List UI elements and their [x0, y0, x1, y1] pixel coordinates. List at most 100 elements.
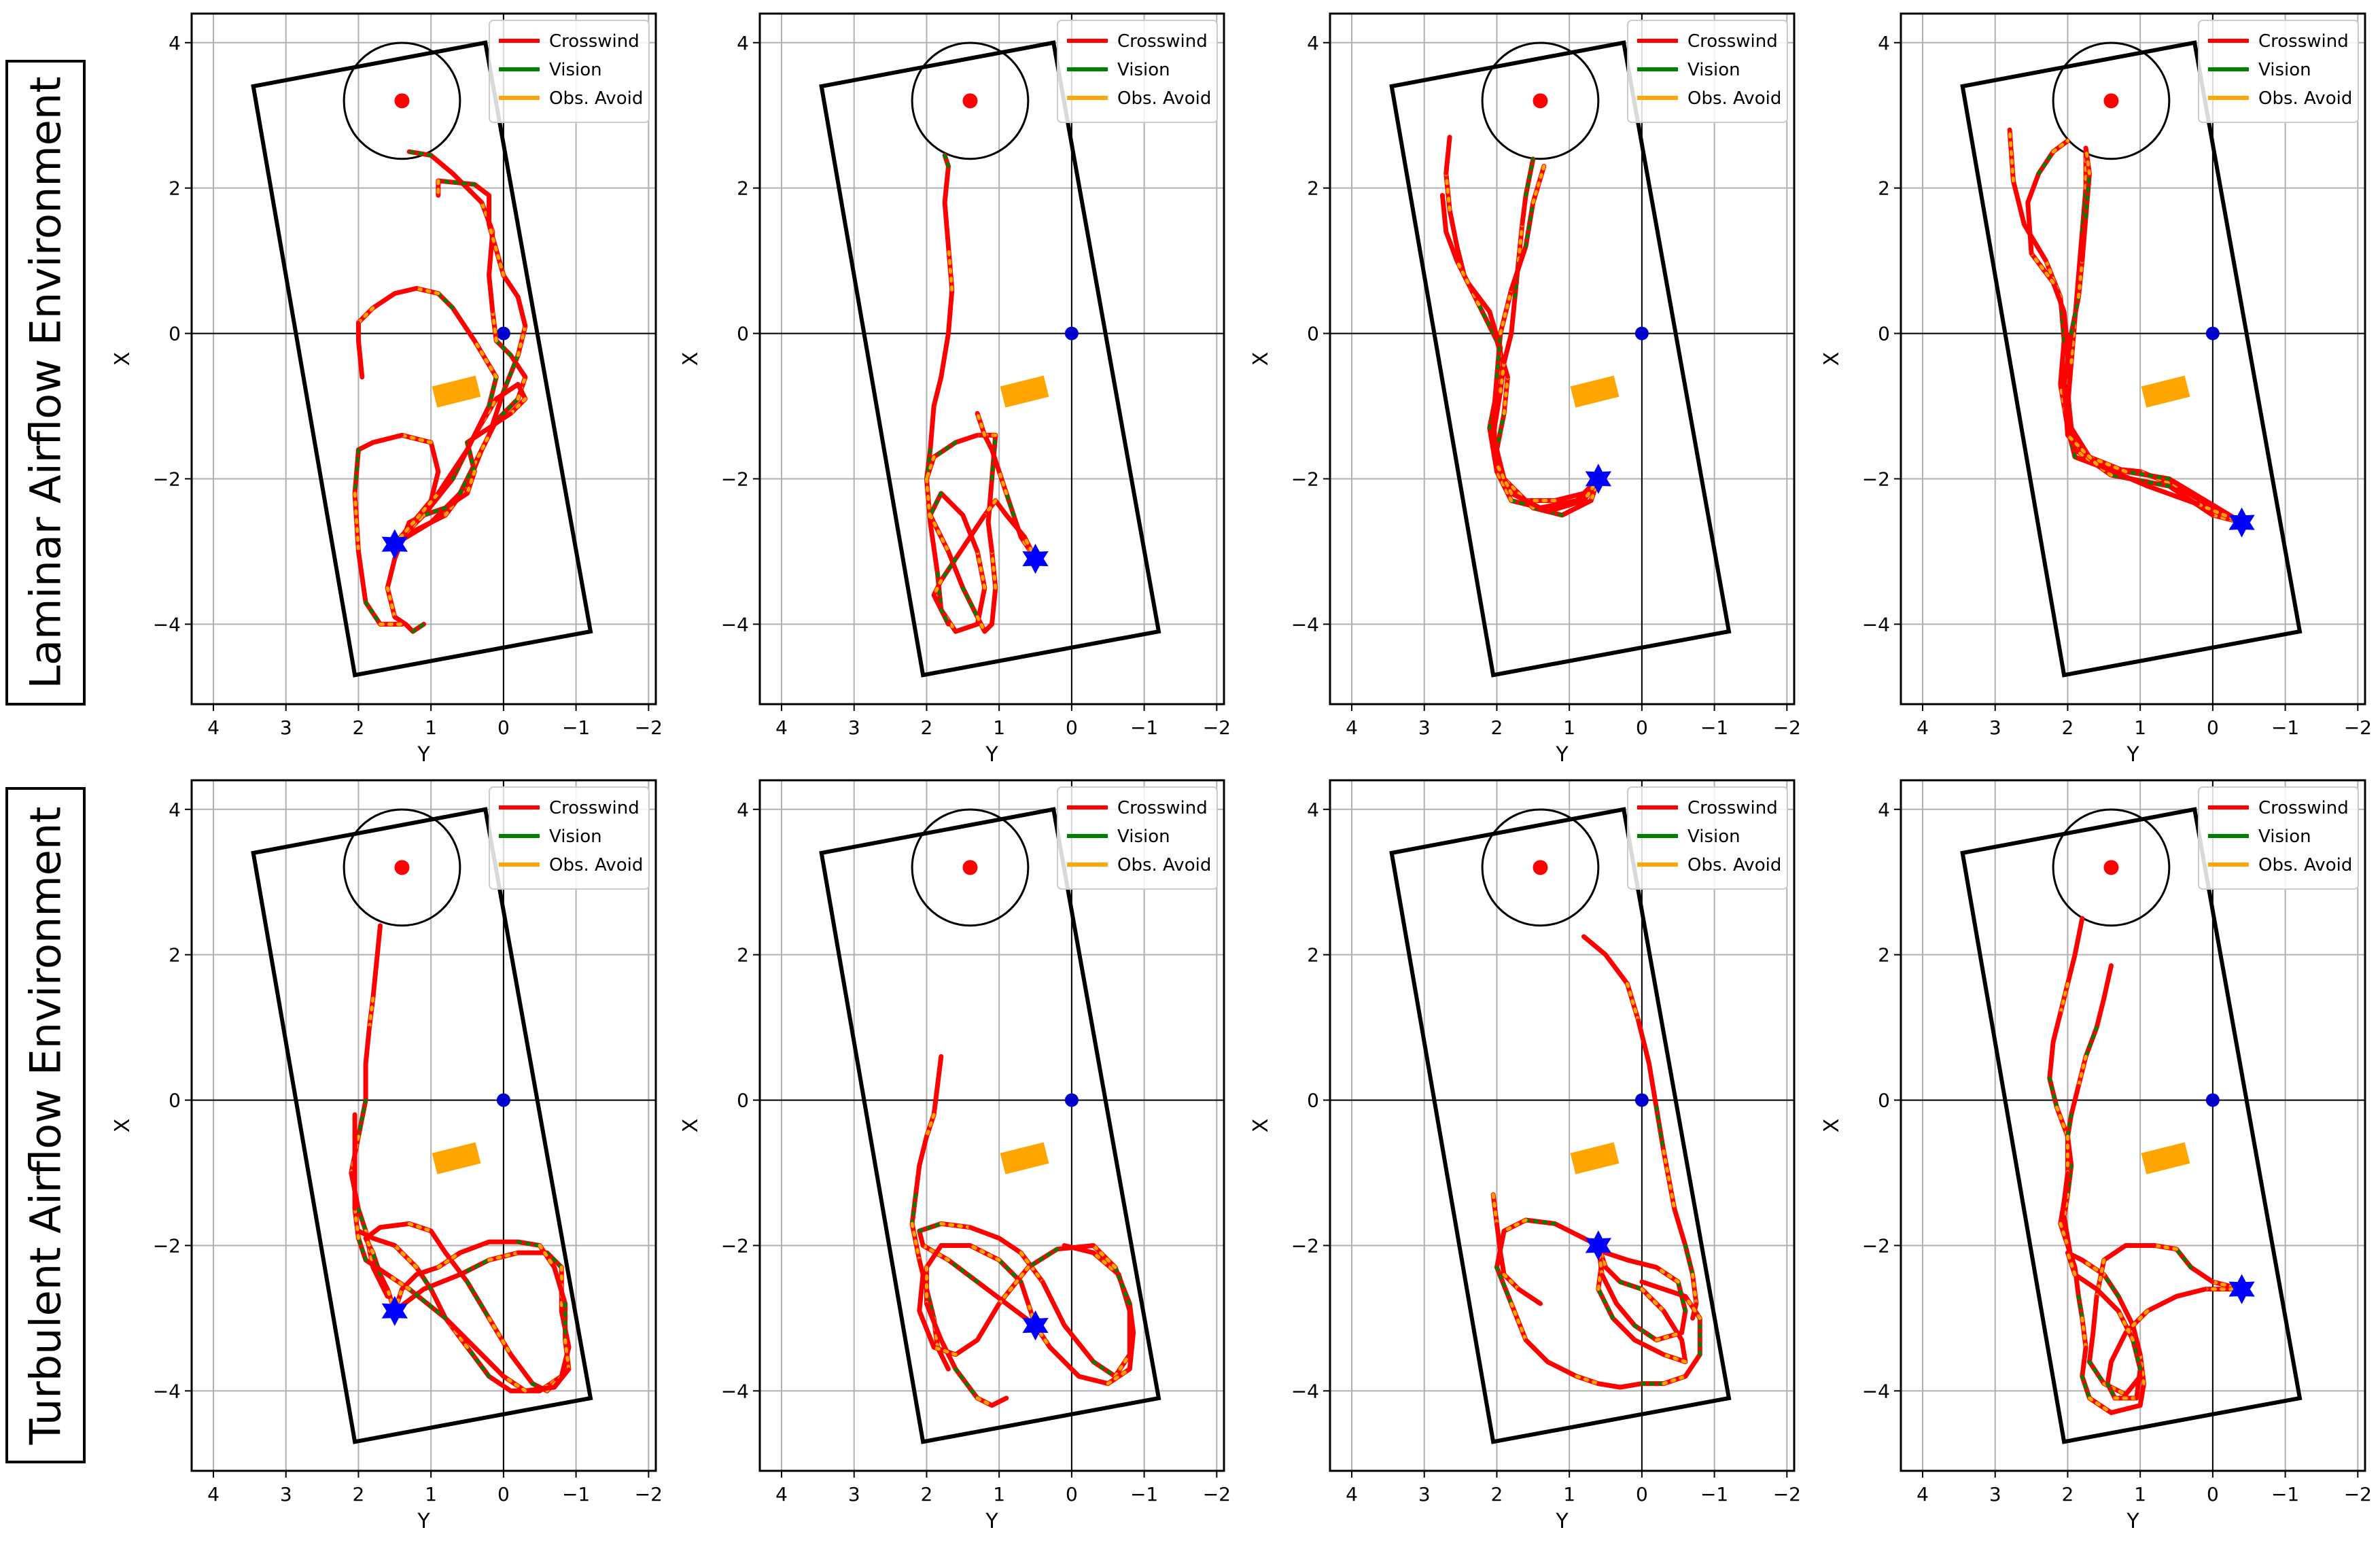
trajectory-segment [2065, 433, 2099, 466]
flight-boundary [1960, 40, 2303, 678]
trajectory-segment [407, 1287, 448, 1320]
goal-zone-circle [2052, 808, 2171, 927]
trajectory-segment [509, 353, 527, 379]
trajectory-segment [1091, 1243, 1117, 1270]
obstacle-block [1570, 1142, 1620, 1174]
trajectory-segment [1611, 1316, 1637, 1342]
trajectory-segment [990, 1396, 1009, 1408]
trajectory-segment [516, 295, 527, 328]
trajectory-segment [1545, 1360, 1579, 1378]
trajectory-segment [436, 179, 476, 186]
x-tick-label: 0 [1066, 716, 1078, 739]
trajectory-segment [444, 1316, 484, 1357]
trajectory-segment [975, 1280, 1009, 1306]
trajectory-segment [371, 433, 404, 445]
x-tick-label: 3 [1418, 716, 1431, 739]
x-axis-label: Y [1555, 1510, 1569, 1533]
trajectory-segment [415, 1266, 440, 1276]
trajectory-segment [2116, 1294, 2135, 1327]
trajectory-segment [2073, 455, 2106, 470]
y-tick-label: 2 [737, 944, 749, 967]
trajectory-segment [487, 222, 506, 277]
trajectory-segment [2065, 1251, 2077, 1276]
origin-point [2205, 326, 2220, 341]
trajectory-segment [415, 1266, 433, 1291]
axes-frame [1329, 12, 1796, 706]
trajectory-segment [371, 292, 397, 310]
x-tick-label: 2 [921, 716, 933, 739]
y-tick-label: −2 [721, 1234, 749, 1257]
trajectory-segment [994, 499, 1009, 517]
trajectory-segment [1494, 338, 1509, 379]
legend-label-3: Obs. Avoid [1687, 88, 1781, 109]
trajectory-segment [1516, 1287, 1542, 1306]
trajectory-segment [2048, 1040, 2055, 1080]
trajectory-segment [1502, 1218, 1528, 1233]
y-tick-label: 0 [737, 323, 749, 345]
obstacle-block [2141, 1142, 2190, 1174]
trajectory-segment [393, 1243, 419, 1270]
trajectory-segment [1662, 1149, 1677, 1211]
obstacle-block [432, 375, 481, 408]
trajectory-1 [2007, 127, 2245, 525]
trajectory-segment [378, 1280, 389, 1298]
trajectory-segment [2146, 484, 2201, 506]
trajectory-segment [2131, 1338, 2142, 1371]
trajectory-segment [451, 433, 476, 481]
trajectory-segment [429, 1287, 448, 1320]
trajectory-segment [924, 455, 936, 481]
trajectory-segment [2084, 146, 2091, 175]
y-tick-label: −2 [1291, 1234, 1319, 1257]
x-tick-label: 1 [425, 1483, 437, 1506]
legend-label-3: Obs. Avoid [1117, 855, 1211, 875]
trajectory-1 [909, 1054, 951, 1372]
x-tick-label: 0 [1066, 1483, 1078, 1506]
trajectory-segment [1477, 302, 1499, 343]
trajectory-segment [1004, 491, 1016, 517]
legend-label-1: Crosswind [2258, 798, 2349, 818]
y-tick-label: 4 [169, 32, 181, 54]
legend-label-2: Vision [549, 60, 602, 80]
trajectory-segment [1048, 1345, 1081, 1378]
trajectory-segment [1538, 499, 1579, 510]
trajectory-segment [975, 411, 987, 437]
trajectory-segment [487, 375, 498, 408]
legend-label-2: Vision [1117, 60, 1170, 80]
trajectory-segment [2211, 1280, 2244, 1291]
y-tick-label: −4 [1862, 1380, 1890, 1402]
goal-zone-circle [343, 808, 461, 927]
trajectory-segment [466, 470, 476, 495]
y-tick-label: −4 [721, 613, 749, 636]
y-tick-label: 0 [1878, 1090, 1890, 1112]
trajectory-segment [1553, 1221, 1586, 1240]
trajectory-segment [943, 164, 950, 205]
legend-label-1: Crosswind [2258, 31, 2349, 52]
trajectory-segment [990, 586, 998, 626]
origin-point [1634, 1093, 1649, 1107]
trajectory-segment [1509, 491, 1550, 514]
trajectory-segment [983, 499, 998, 517]
trajectory-segment [932, 578, 943, 597]
trajectory-segment [1637, 1018, 1651, 1066]
trajectory-segment [472, 182, 491, 197]
trajectory-segment [2109, 1404, 2142, 1414]
y-tick-label: −2 [1291, 468, 1319, 490]
x-tick-label: −1 [2271, 716, 2299, 739]
trajectory-segment [2062, 309, 2069, 350]
trajectory-segment [975, 549, 987, 590]
trajectory-segment [410, 622, 425, 633]
goal-zone-circle [911, 808, 1030, 927]
x-tick-label: 0 [497, 716, 510, 739]
trajectory-segment [356, 1098, 368, 1138]
trajectory-segment [975, 1302, 1001, 1342]
trajectory-segment [356, 549, 368, 604]
trajectory-segment [997, 1266, 1030, 1306]
start-marker-star [1022, 1310, 1049, 1341]
trajectory-segment [997, 1236, 1023, 1255]
y-tick-label: −2 [721, 468, 749, 490]
trajectory-segment [2084, 171, 2091, 219]
trajectory-segment [1618, 1280, 1644, 1291]
trajectory-segment [487, 1316, 513, 1357]
x-tick-label: 3 [1989, 1483, 2001, 1506]
subplot-2: 4 3 2 1 0 −1 −2 4 2 0 −2 −4 Y X Crosswind Vision Obs. Av… [679, 12, 1231, 767]
